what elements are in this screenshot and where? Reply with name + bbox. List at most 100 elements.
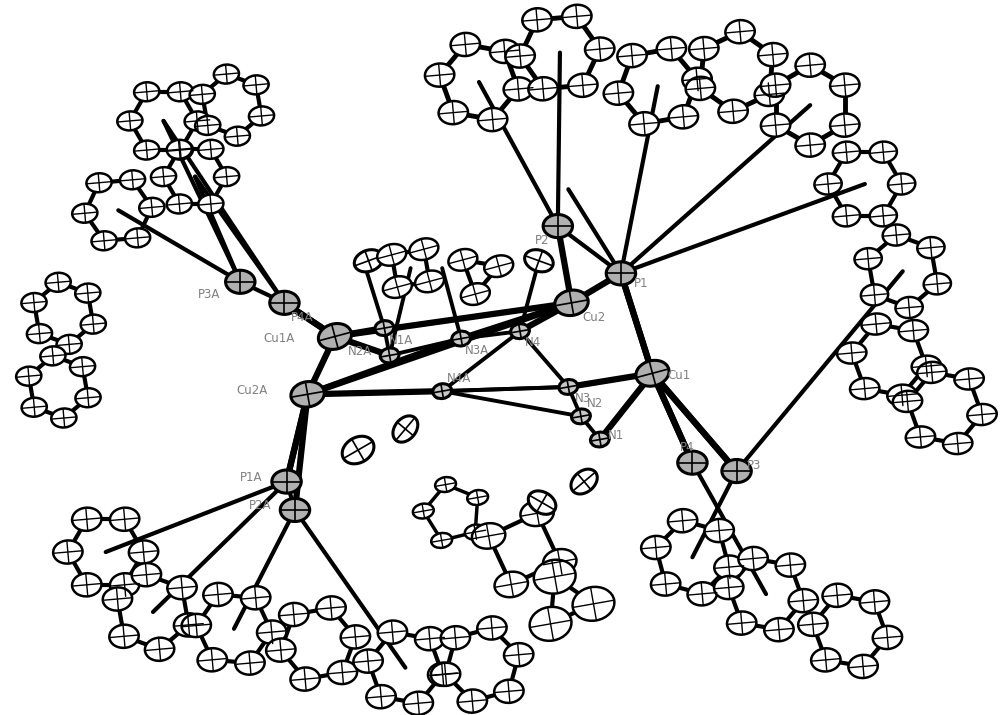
- Ellipse shape: [168, 82, 193, 102]
- Ellipse shape: [761, 74, 790, 97]
- Ellipse shape: [555, 290, 588, 315]
- Ellipse shape: [151, 167, 176, 186]
- Ellipse shape: [72, 204, 97, 222]
- Ellipse shape: [912, 355, 941, 377]
- Text: Cu1: Cu1: [667, 369, 690, 382]
- Ellipse shape: [883, 225, 910, 245]
- Ellipse shape: [686, 77, 715, 100]
- Ellipse shape: [409, 238, 438, 260]
- Ellipse shape: [235, 651, 265, 675]
- Ellipse shape: [924, 273, 951, 295]
- Ellipse shape: [688, 582, 717, 606]
- Ellipse shape: [848, 655, 878, 678]
- Ellipse shape: [504, 643, 533, 666]
- Text: N4: N4: [525, 336, 541, 350]
- Ellipse shape: [722, 460, 751, 483]
- Ellipse shape: [629, 112, 659, 135]
- Ellipse shape: [761, 114, 790, 137]
- Ellipse shape: [72, 508, 101, 531]
- Ellipse shape: [917, 362, 947, 383]
- Ellipse shape: [718, 99, 748, 123]
- Ellipse shape: [425, 64, 454, 87]
- Ellipse shape: [214, 167, 239, 186]
- Ellipse shape: [543, 214, 573, 237]
- Ellipse shape: [657, 37, 686, 60]
- Ellipse shape: [887, 385, 917, 405]
- Ellipse shape: [534, 560, 576, 593]
- Ellipse shape: [198, 649, 227, 671]
- Ellipse shape: [53, 541, 83, 563]
- Ellipse shape: [353, 649, 383, 673]
- Ellipse shape: [668, 509, 697, 532]
- Ellipse shape: [110, 508, 139, 531]
- Ellipse shape: [789, 589, 818, 612]
- Ellipse shape: [714, 556, 744, 578]
- Ellipse shape: [81, 315, 106, 334]
- Ellipse shape: [725, 20, 755, 44]
- Ellipse shape: [895, 297, 923, 318]
- Ellipse shape: [190, 85, 215, 104]
- Ellipse shape: [795, 54, 825, 77]
- Ellipse shape: [117, 112, 142, 130]
- Text: P2A: P2A: [249, 499, 271, 512]
- Ellipse shape: [328, 661, 357, 684]
- Ellipse shape: [530, 607, 571, 641]
- Ellipse shape: [415, 627, 444, 650]
- Ellipse shape: [590, 432, 609, 447]
- Text: N3A: N3A: [465, 344, 489, 357]
- Ellipse shape: [40, 346, 66, 365]
- Ellipse shape: [439, 101, 468, 124]
- Ellipse shape: [525, 250, 553, 272]
- Ellipse shape: [669, 105, 698, 129]
- Ellipse shape: [354, 250, 383, 272]
- Ellipse shape: [811, 649, 841, 671]
- Text: N2A: N2A: [348, 345, 372, 358]
- Ellipse shape: [714, 576, 743, 599]
- Ellipse shape: [641, 536, 671, 559]
- Ellipse shape: [467, 490, 488, 505]
- Ellipse shape: [27, 324, 52, 343]
- Ellipse shape: [75, 388, 101, 408]
- Ellipse shape: [241, 586, 270, 609]
- Ellipse shape: [318, 323, 351, 350]
- Ellipse shape: [636, 360, 669, 386]
- Ellipse shape: [888, 174, 915, 194]
- Ellipse shape: [472, 523, 505, 548]
- Ellipse shape: [917, 237, 945, 258]
- Ellipse shape: [704, 519, 734, 542]
- Ellipse shape: [870, 205, 897, 227]
- Ellipse shape: [495, 572, 528, 597]
- Ellipse shape: [203, 583, 233, 606]
- Ellipse shape: [380, 348, 399, 363]
- Ellipse shape: [861, 313, 891, 335]
- Ellipse shape: [377, 244, 406, 266]
- Ellipse shape: [270, 291, 299, 315]
- Ellipse shape: [134, 141, 159, 159]
- Ellipse shape: [243, 75, 269, 94]
- Ellipse shape: [249, 107, 274, 125]
- Ellipse shape: [511, 324, 529, 339]
- Ellipse shape: [906, 426, 935, 448]
- Ellipse shape: [428, 663, 457, 686]
- Text: N4A: N4A: [446, 372, 471, 385]
- Ellipse shape: [738, 547, 768, 570]
- Ellipse shape: [174, 613, 203, 636]
- Text: P3A: P3A: [198, 288, 221, 301]
- Text: P4A: P4A: [291, 311, 313, 324]
- Ellipse shape: [404, 691, 433, 715]
- Ellipse shape: [103, 588, 132, 611]
- Ellipse shape: [494, 680, 524, 703]
- Ellipse shape: [758, 43, 787, 66]
- Ellipse shape: [833, 205, 860, 227]
- Text: N1A: N1A: [389, 334, 413, 347]
- Text: N1: N1: [608, 429, 625, 442]
- Ellipse shape: [129, 541, 158, 563]
- Text: N2: N2: [587, 398, 604, 410]
- Ellipse shape: [21, 293, 47, 312]
- Ellipse shape: [134, 82, 159, 102]
- Ellipse shape: [182, 614, 211, 637]
- Ellipse shape: [822, 583, 852, 607]
- Ellipse shape: [198, 140, 223, 159]
- Ellipse shape: [57, 335, 82, 354]
- Ellipse shape: [899, 320, 928, 341]
